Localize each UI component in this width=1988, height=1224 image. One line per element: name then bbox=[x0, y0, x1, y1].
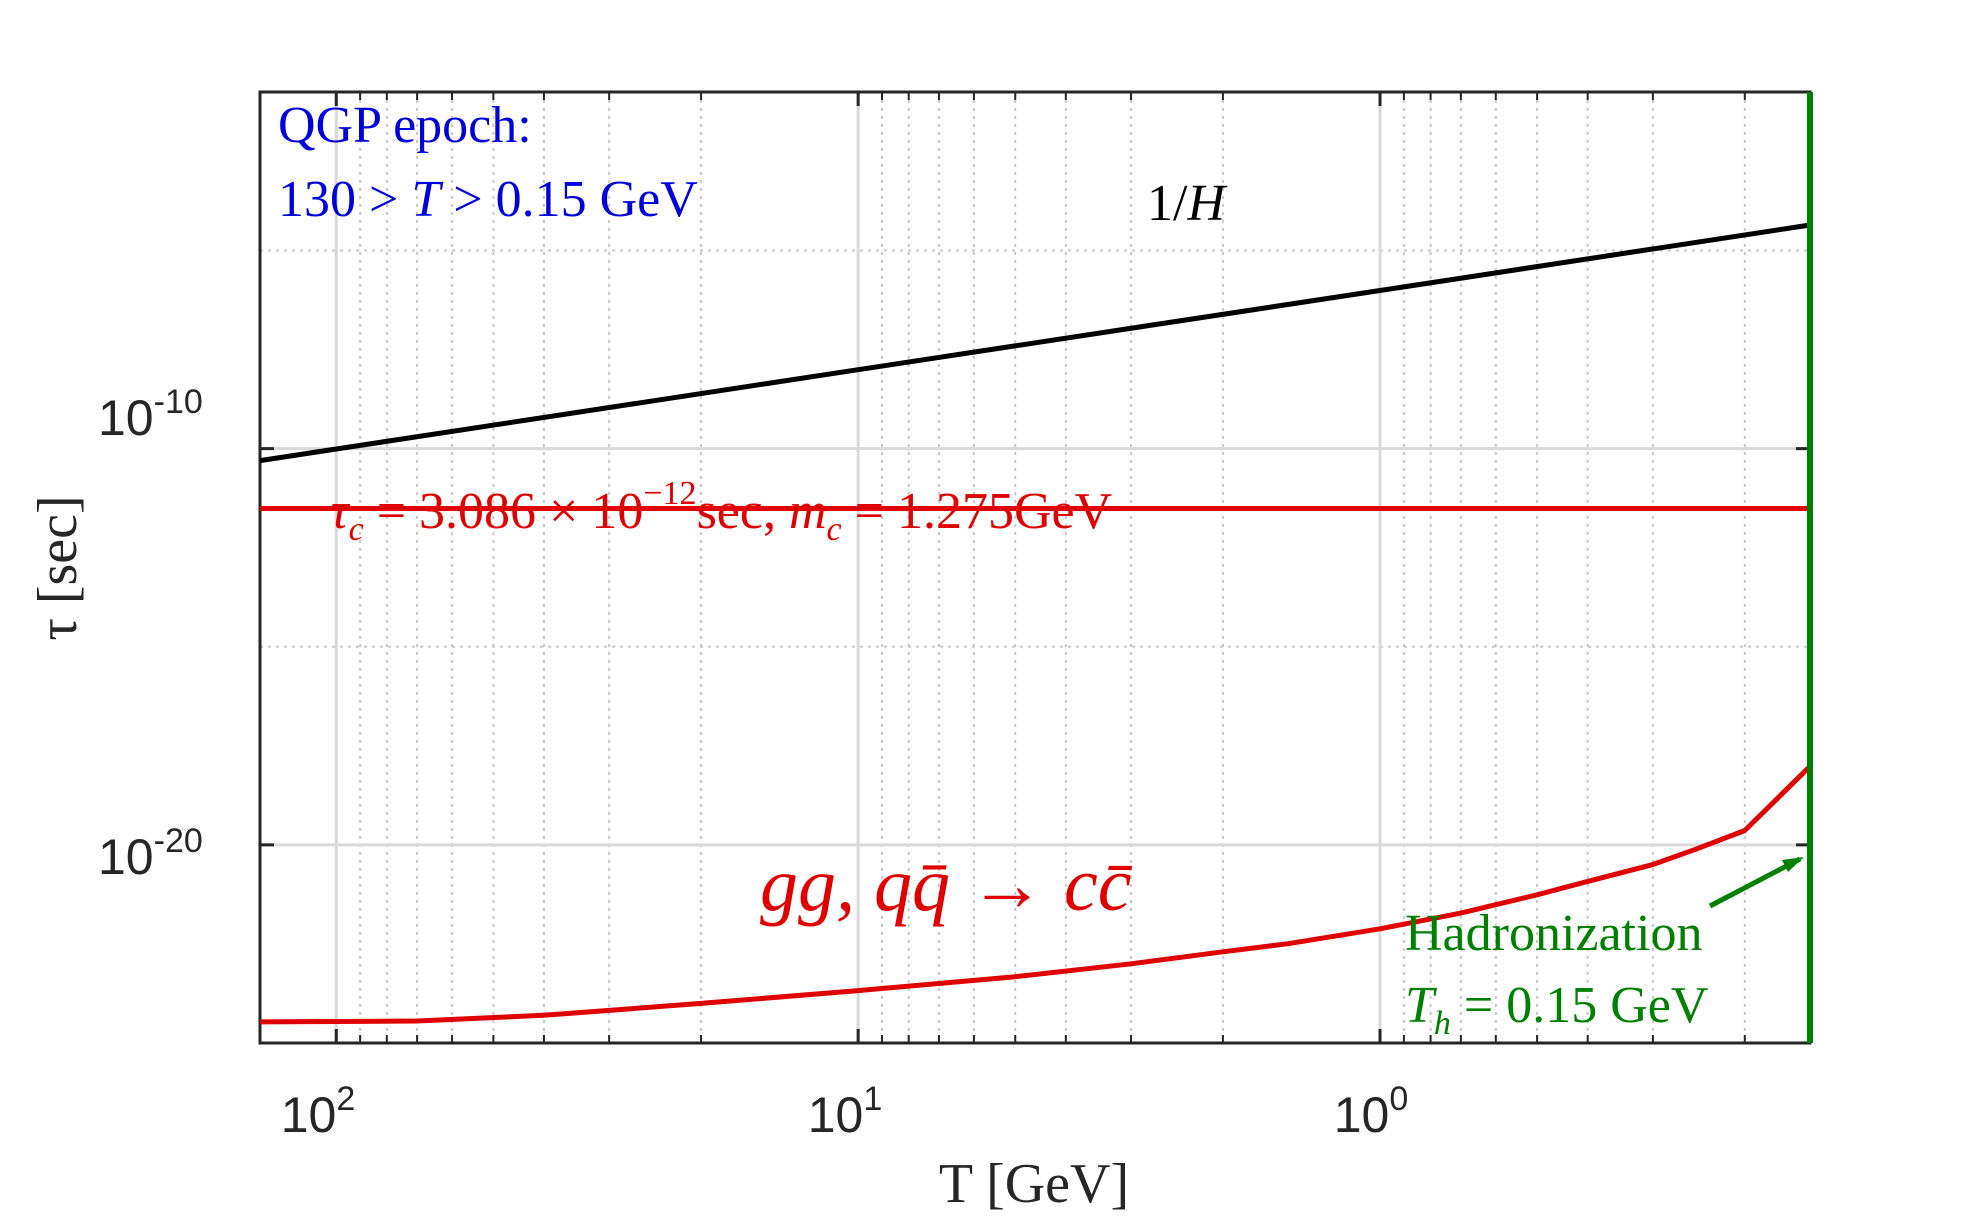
process-label: gg, qq̄ → cc̄ bbox=[760, 843, 1133, 927]
hadronization-temperature-label: Th = 0.15 GeV bbox=[1405, 977, 1708, 1042]
major-grid bbox=[260, 92, 1810, 1043]
charm-production-curve bbox=[259, 764, 1812, 1025]
x-tick-label: 102 bbox=[281, 1080, 356, 1143]
minor-grid bbox=[260, 92, 1810, 1043]
charm-lifetime-label: τc = 3.086 × 10−12sec, mc = 1.275GeV bbox=[330, 475, 1112, 548]
tick-marks bbox=[260, 92, 1810, 1043]
hadronization-arrowhead bbox=[1782, 857, 1804, 872]
hubble-time-line bbox=[259, 222, 1811, 464]
hadronization-label: Hadronization bbox=[1405, 905, 1702, 962]
hubble-label: 1/H bbox=[1147, 175, 1227, 232]
epoch-label-line1: QGP epoch: bbox=[278, 97, 532, 154]
series-layer bbox=[259, 92, 1813, 1043]
y-tick-label: 10-20 bbox=[98, 822, 203, 885]
x-tick-label: 100 bbox=[1334, 1080, 1409, 1143]
x-axis-label: T [GeV] bbox=[939, 1153, 1129, 1215]
epoch-label-line2: 130 > T > 0.15 GeV bbox=[278, 171, 698, 228]
y-tick-label: 10-10 bbox=[98, 383, 203, 446]
x-tick-label: 101 bbox=[808, 1080, 883, 1143]
hadronization-arrow bbox=[1708, 856, 1802, 909]
y-axis-label: τ [sec] bbox=[27, 495, 89, 640]
